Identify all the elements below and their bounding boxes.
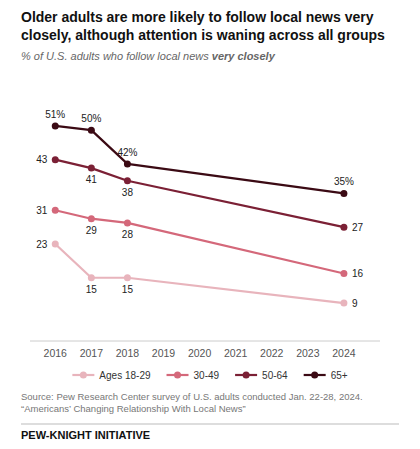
brand-rule [21,424,399,425]
data-label: 29 [86,225,98,236]
data-label: 51% [45,109,65,120]
point [340,190,347,197]
point [124,160,131,167]
point [124,177,131,184]
x-tick-label: 2024 [332,347,356,359]
source-line: Source: Pew Research Center survey of U.… [21,391,363,402]
legend-marker [174,372,181,379]
data-label: 23 [36,239,48,250]
legend-label: 50-64 [262,370,288,381]
data-label: 27 [352,222,364,233]
point [52,241,59,248]
source-line: “Americans’ Changing Relationship With L… [21,403,246,414]
data-label: 28 [122,229,134,240]
x-tick-label: 2020 [188,347,212,359]
data-label: 41 [86,174,98,185]
title: Older adults are more likely to follow l… [21,9,385,43]
x-tick-label: 2022 [260,347,284,359]
legend-marker [80,372,87,379]
x-tick-label: 2021 [224,347,248,359]
series-line [55,126,344,193]
data-label: 15 [122,284,134,295]
data-label: 9 [352,298,358,309]
point [88,215,95,222]
x-tick-label: 2018 [116,347,140,359]
point [124,274,131,281]
data-label: 16 [352,268,364,279]
point [88,274,95,281]
point [88,127,95,134]
series-line [55,210,344,273]
point [52,207,59,214]
x-tick-label: 2016 [44,347,68,359]
subtitle-part: % of U.S. adults who follow local news [21,50,212,62]
legend-label: 30-49 [194,370,220,381]
series-line [55,160,344,227]
data-label: 31 [36,205,48,216]
data-label: 42% [117,147,137,158]
title-line: Older adults are more likely to follow l… [21,9,374,25]
brand: PEW-KNIGHT INITIATIVE [21,429,150,441]
data-label: 15 [86,284,98,295]
legend-marker [243,372,250,379]
data-label: 43 [36,154,48,165]
data-label: 35% [334,176,354,187]
data-label: 38 [122,187,134,198]
background [0,0,420,449]
legend-label: Ages 18-29 [99,370,151,381]
point [340,300,347,307]
x-tick-label: 2023 [296,347,320,359]
series-line [55,244,344,303]
plot-area [52,122,348,306]
point [88,165,95,172]
chart: Older adults are more likely to follow l… [0,0,420,449]
title-line: closely, although attention is waning ac… [21,27,385,43]
point [52,122,59,129]
point [340,270,347,277]
x-axis [30,341,380,342]
subtitle-part: very closely [212,50,276,62]
x-tick-label: 2017 [80,347,104,359]
point [52,156,59,163]
x-tick-label: 2019 [152,347,176,359]
point [124,219,131,226]
subtitle: % of U.S. adults who follow local news v… [21,50,276,62]
point [340,224,347,231]
data-label: 50% [81,113,101,124]
legend-label: 65+ [331,370,348,381]
legend-marker [311,372,318,379]
legend: Ages 18-29 30-49 50-64 65+ [72,370,347,381]
source: “Americans’ Changing Relationship With L… [21,403,246,414]
source: Source: Pew Research Center survey of U.… [21,391,363,402]
